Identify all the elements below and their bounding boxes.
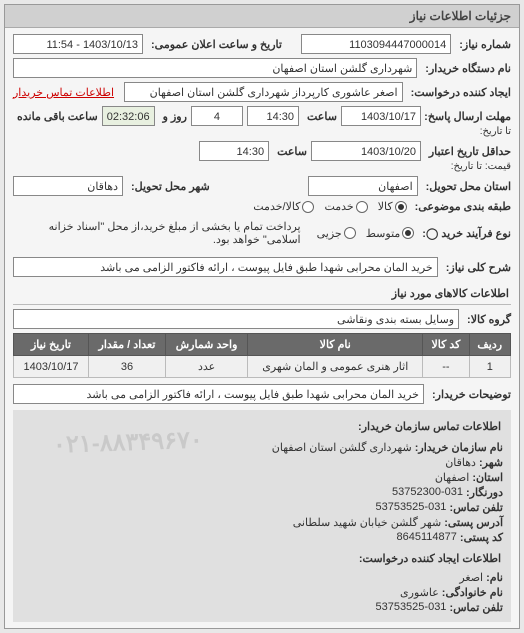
c-fax-label: دورنگار: — [463, 486, 503, 499]
price-to-label: قیمت: تا تاریخ: — [425, 161, 511, 172]
c-tel: 53753525-031 — [375, 501, 446, 514]
c-lname: عاشوری — [400, 586, 439, 599]
table-row: 1 -- اثار هنری عمومی و المان شهری عدد 36… — [14, 356, 511, 378]
c-addr-label: آدرس پستی: — [441, 516, 503, 529]
subject-cat-label: طبقه بندی موضوعی: — [411, 200, 511, 213]
time-label-1: ساعت — [303, 110, 337, 123]
deadline-time-field: 14:30 — [247, 106, 299, 126]
days-field: 4 — [191, 106, 243, 126]
delivery-city-label: شهر محل تحویل: — [127, 180, 210, 193]
deadline-date-field: 1403/10/17 — [341, 106, 421, 126]
td-qty: 36 — [89, 356, 166, 378]
need-no-field: 1103094447000014 — [301, 34, 451, 54]
panel-header: جزئیات اطلاعات نیاز — [5, 5, 519, 28]
buyer-desc-label: توضیحات خریدار: — [428, 388, 511, 401]
ann-datetime-label: تاریخ و ساعت اعلان عمومی: — [147, 38, 282, 51]
c-tel-label: تلفن تماس: — [446, 501, 503, 514]
radio-khadamat[interactable]: خدمت — [324, 200, 367, 213]
c-zip: 8645114877 — [397, 531, 457, 544]
td-code: -- — [423, 356, 469, 378]
buy-type-radios: متوسط جزیی — [317, 227, 415, 240]
c-org: شهرداری گلشن استان اصفهان — [272, 441, 412, 454]
subject-cat-radios: کالا خدمت کالا/خدمت — [253, 200, 406, 213]
th-date: تاریخ نیاز — [14, 334, 89, 356]
to-date-label: تا تاریخ: — [425, 126, 511, 137]
goods-group-label: گروه کالا: — [463, 313, 511, 326]
goods-table: ردیف کد کالا نام کالا واحد شمارش تعداد /… — [13, 333, 511, 378]
delivery-prov-field: اصفهان — [308, 176, 418, 196]
requester-label: ایجاد کننده درخواست: — [407, 86, 511, 99]
th-row: ردیف — [469, 334, 510, 356]
radio-icon — [344, 227, 356, 239]
th-name: نام کالا — [248, 334, 423, 356]
remain-label: ساعت باقی مانده — [13, 110, 98, 123]
th-code: کد کالا — [423, 334, 469, 356]
radio-motavasset[interactable]: متوسط — [366, 227, 415, 240]
validity-date-field: 1403/10/20 — [311, 141, 421, 161]
ann-datetime-field: 1403/10/13 - 11:54 — [13, 34, 143, 54]
form-area: شماره نیاز: 1103094447000014 تاریخ و ساع… — [5, 28, 519, 628]
day-label: روز و — [159, 110, 187, 123]
buyer-org-field: شهرداری گلشن استان اصفهان — [13, 58, 417, 78]
validity-label: حداقل تاریخ اعتبار — [425, 145, 511, 158]
c-city-label: شهر: — [476, 456, 503, 469]
c-ctel: 53753525-031 — [375, 601, 446, 614]
need-no-label: شماره نیاز: — [455, 38, 511, 51]
th-qty: تعداد / مقدار — [89, 334, 166, 356]
c-prov-label: استان: — [469, 471, 503, 484]
radio-icon — [356, 201, 368, 213]
radio-jozi[interactable]: جزیی — [317, 227, 356, 240]
requester-field: اصغر عاشوری کارپرداز شهرداری گلشن استان … — [124, 82, 403, 102]
radio-kala[interactable]: کالا — [378, 200, 407, 213]
td-name: اثار هنری عمومی و المان شهری — [248, 356, 423, 378]
details-panel: جزئیات اطلاعات نیاز شماره نیاز: 11030944… — [4, 4, 520, 629]
remain-field: 02:32:06 — [102, 106, 155, 126]
c-prov: اصفهان — [435, 471, 469, 484]
c-org-label: نام سازمان خریدار: — [412, 441, 503, 454]
buyer-contact-link[interactable]: اطلاعات تماس خریدار — [13, 86, 114, 99]
td-date: 1403/10/17 — [14, 356, 89, 378]
contact-header: اطلاعات تماس سازمان خریدار: — [21, 416, 503, 437]
c-addr: شهر گلشن خیابان شهید سلطانی — [293, 516, 441, 529]
c-name-label: نام: — [483, 571, 503, 584]
c-ctel-label: تلفن تماس: — [446, 601, 503, 614]
th-unit: واحد شمارش — [165, 334, 247, 356]
need-title-label: شرح کلی نیاز: — [442, 261, 511, 274]
payment-note: پرداخت تمام یا بخشی از مبلغ خرید،از محل … — [13, 217, 301, 249]
radio-dot-icon — [402, 227, 414, 239]
td-row: 1 — [469, 356, 510, 378]
contact-section: ۰۲۱-۸۸۳۴۹۶۷۰ اطلاعات تماس سازمان خریدار:… — [13, 410, 511, 622]
goods-section-header: اطلاعات کالاهای مورد نیاز — [13, 283, 511, 305]
deadline-label: مهلت ارسال پاسخ: — [425, 110, 511, 123]
need-title-field: خرید المان محرابی شهدا طبق فایل پیوست ، … — [13, 257, 438, 277]
delivery-city-field: دهاقان — [13, 176, 123, 196]
buy-type-label: نوع فرآیند خرید ◯: — [418, 227, 511, 240]
c-name: اصغر — [459, 571, 483, 584]
goods-group-field: وسایل بسته بندی ونقاشی — [13, 309, 459, 329]
delivery-prov-label: استان محل تحویل: — [422, 180, 511, 193]
radio-kalakhadmat[interactable]: کالا/خدمت — [253, 200, 314, 213]
time-label-2: ساعت — [273, 145, 307, 158]
td-unit: عدد — [165, 356, 247, 378]
c-fax: 53752300-031 — [392, 486, 463, 499]
c-lname-label: نام خانوادگی: — [439, 586, 503, 599]
c-zip-label: کد پستی: — [457, 531, 503, 544]
radio-dot-icon — [395, 201, 407, 213]
buyer-org-label: نام دستگاه خریدار: — [421, 62, 511, 75]
buyer-desc-field: خرید المان محرابی شهدا طبق فایل پیوست ، … — [13, 384, 424, 404]
c-city: دهاقان — [445, 456, 476, 469]
table-header-row: ردیف کد کالا نام کالا واحد شمارش تعداد /… — [14, 334, 511, 356]
creator-header: اطلاعات ایجاد کننده درخواست: — [21, 548, 503, 569]
validity-time-field: 14:30 — [199, 141, 269, 161]
radio-icon — [302, 201, 314, 213]
